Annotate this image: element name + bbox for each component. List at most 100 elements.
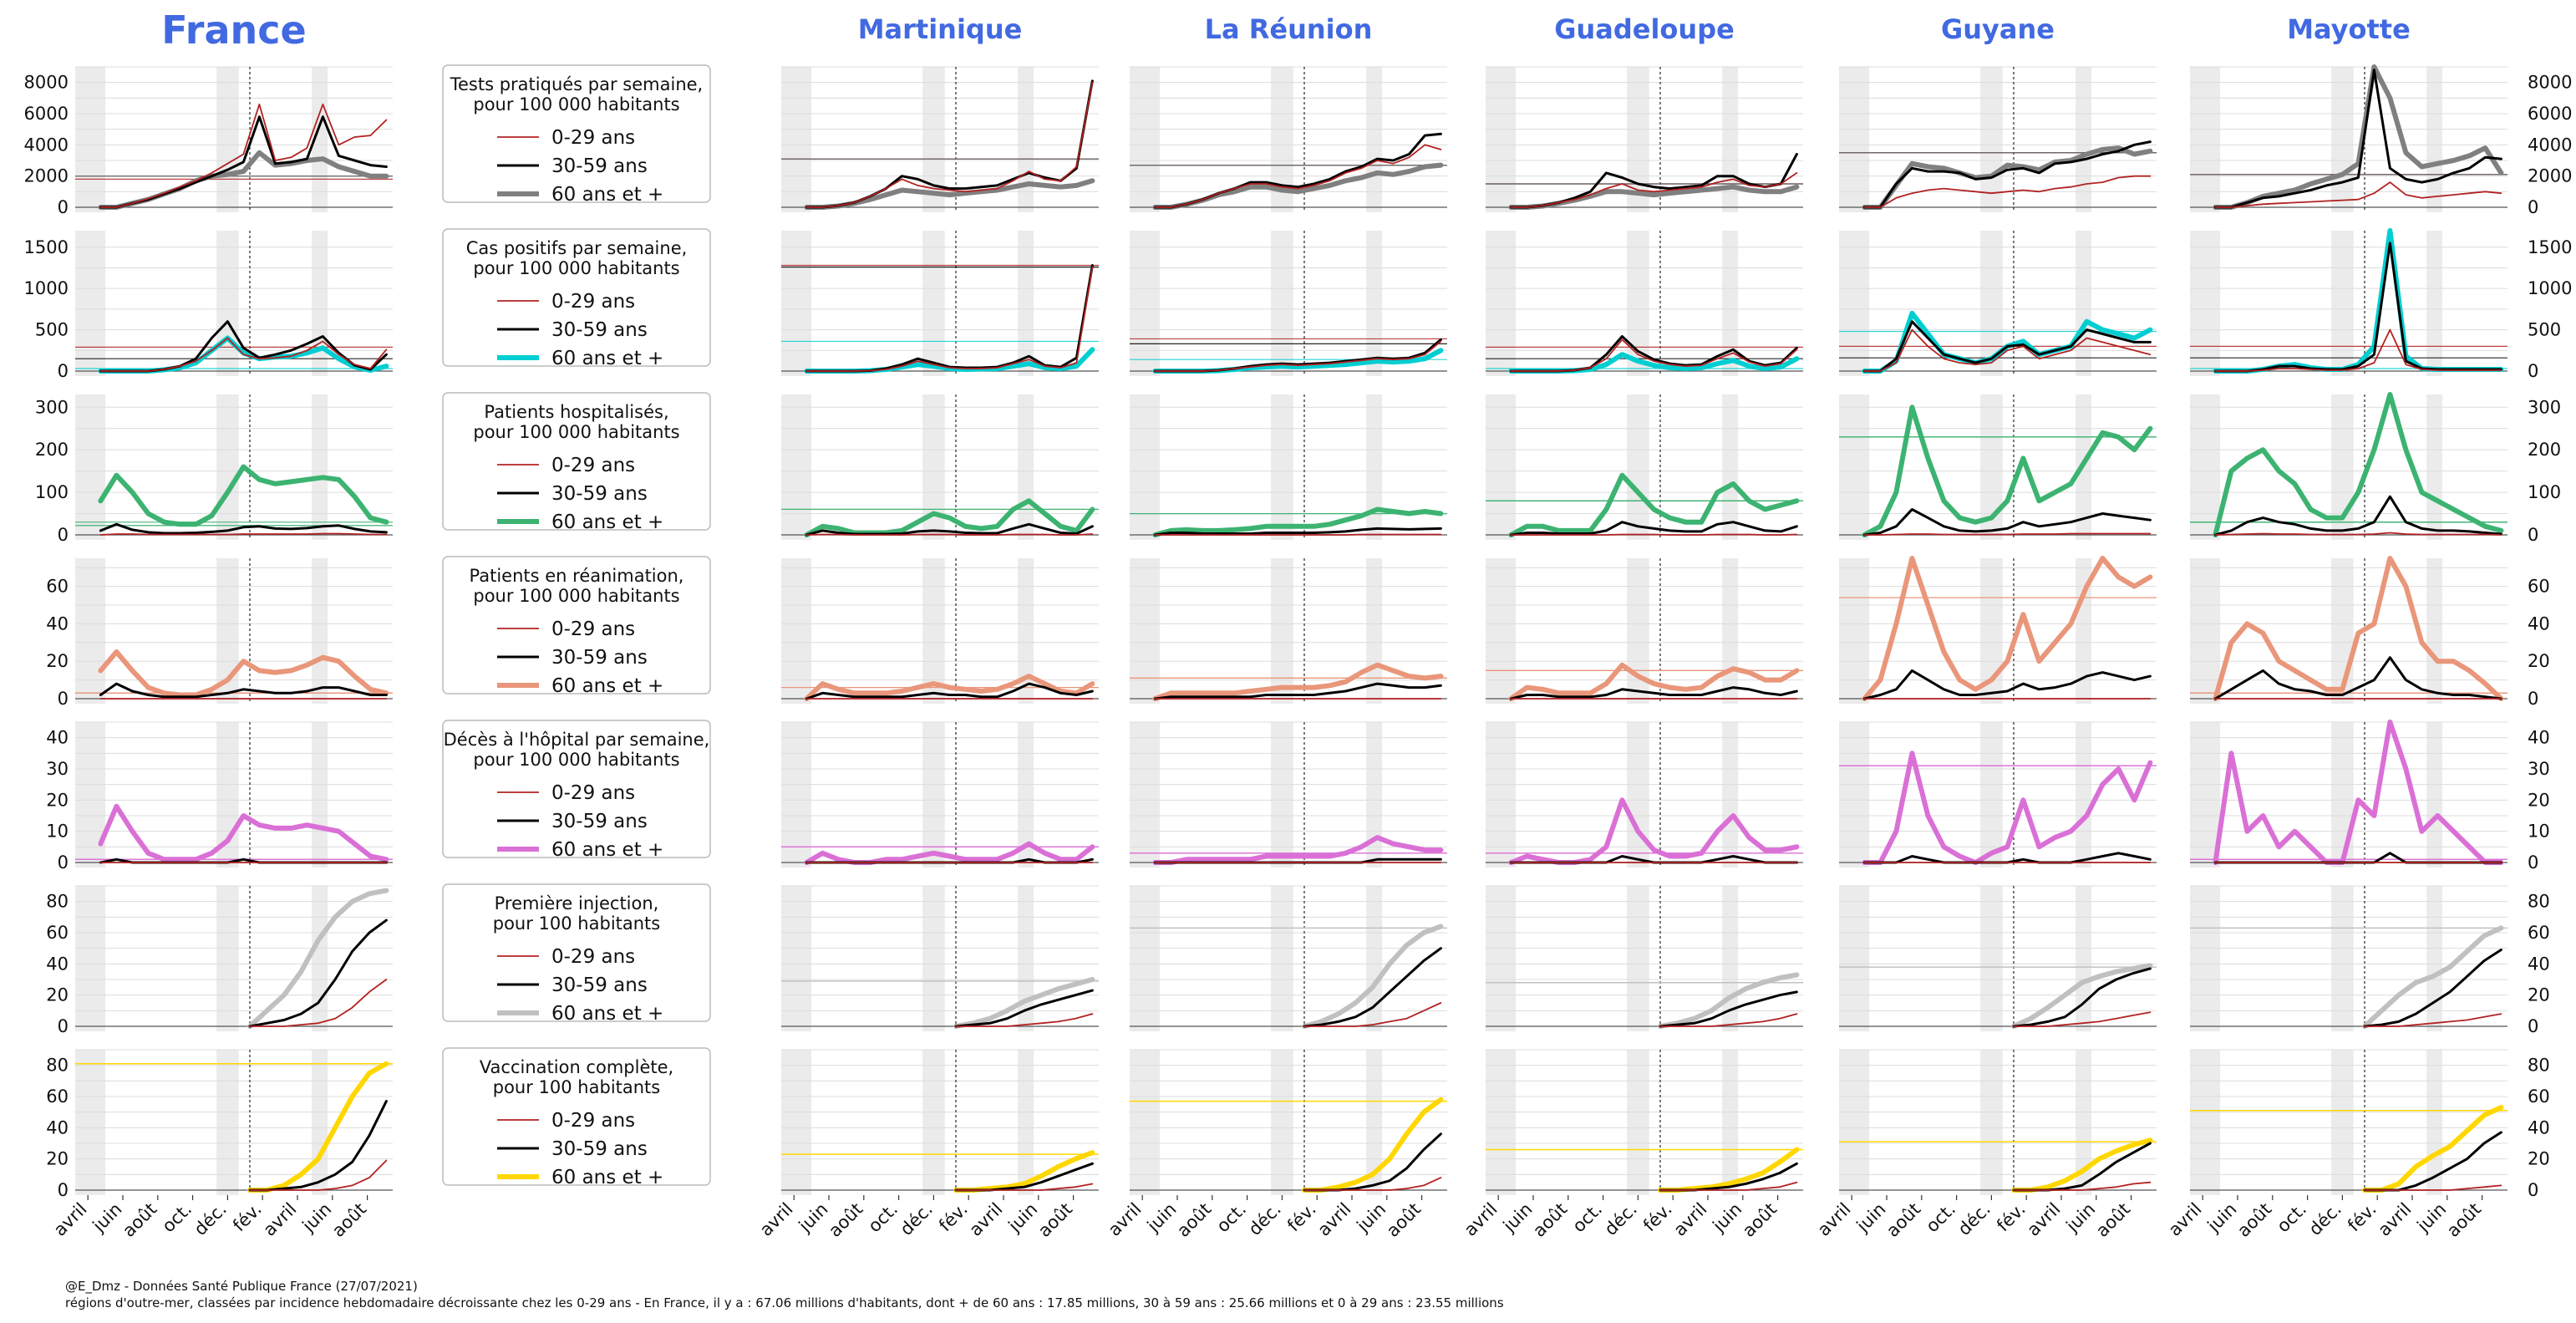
y-tick-label-left: 2000 [24,166,69,186]
y-tick-label-left: 20 [46,1149,69,1169]
legend-entry: 0-29 ans [551,782,635,804]
shade-period [2076,558,2092,704]
series-line-30-59 [1862,852,2152,864]
panel-row1-martinique [781,66,1099,212]
shade-period [2190,558,2221,704]
series-line-60-plus [1508,662,1800,701]
x-tick-label: août [119,1199,160,1241]
legend-entry: 30-59 ans [551,155,648,177]
series-line-30-59 [1862,508,2152,537]
y-tick-label-left: 200 [35,440,69,460]
series-line-30-59 [2213,852,2502,864]
series-line-60-plus [1658,972,1800,1029]
y-tick-label-left: 60 [46,577,69,597]
shade-period [312,886,328,1031]
series-line-0-29 [249,1159,388,1191]
shade-period [2190,67,2221,212]
series-line-30-59 [99,682,388,699]
y-tick-label-left: 6000 [24,104,69,124]
panel-row5-larunion [1130,721,1447,868]
legend-entry: 30-59 ans [551,319,648,341]
panel-row1-mayotte [2190,64,2507,212]
x-tick-label: déc. [897,1199,937,1239]
legend-row3: Patients hospitalisés,pour 100 000 habit… [442,392,711,533]
series-line-0-29 [1154,533,1442,536]
series-line-30-59 [1862,669,2152,700]
shade-period [1018,394,1034,540]
shade-period [1486,886,1517,1031]
series-line-0-29 [955,1013,1094,1027]
series-line-30-59 [248,918,388,1028]
shade-period [1839,722,1870,868]
shade-period [216,1050,239,1195]
y-tick-label-right: 0 [2528,197,2538,217]
series-line-0-29 [2364,1013,2502,1027]
shade-period [75,1050,106,1195]
panel-row2-mayotte [2190,228,2507,376]
y-tick-label-right: 500 [2528,320,2561,340]
shade-period [2331,67,2354,212]
x-tick-label: août [1173,1199,1215,1241]
y-tick-label-right: 200 [2528,440,2561,460]
legend-title: Première injection, [495,893,659,913]
legend-entry: 0-29 ans [551,946,635,968]
legend-title: Patients hospitalisés, [484,402,668,422]
y-tick-label-left: 0 [58,525,69,545]
shade-period [1980,722,2003,868]
series-line-60-plus [2362,1105,2504,1193]
shade-period [1366,67,1383,212]
shade-period [75,231,106,376]
series-line-30-59 [2213,69,2502,209]
series-line-30-59 [805,522,1094,537]
shade-period [1486,558,1517,704]
legend-entry: 30-59 ans [551,647,648,669]
panel-row7-mayotte [2190,1049,2507,1195]
legend-box [442,1047,711,1186]
series-line-0-29 [2013,1181,2152,1191]
shade-period [2426,558,2443,704]
y-tick-label-right: 30 [2528,759,2550,779]
y-tick-label-left: 40 [46,954,69,974]
x-tick-label: août [2092,1199,2134,1241]
y-tick-label-right: 2000 [2528,166,2572,186]
legend-entry: 60 ans et + [551,1167,663,1188]
shade-period [1271,558,1293,704]
y-tick-label-right: 300 [2528,397,2561,417]
panel-row6-guyane [1839,885,2157,1031]
panel-row3-guadeloupe [1486,394,1803,540]
y-tick-label-right: 0 [2528,525,2538,545]
series-line-0-29 [1659,1013,1798,1027]
shade-period [922,231,945,376]
shade-period [2331,231,2354,376]
legend-title: pour 100 000 habitants [473,422,679,442]
y-tick-label-right: 40 [2528,954,2550,974]
series-line-60-plus [1152,662,1444,701]
x-tick-label: avril [1669,1199,1710,1240]
y-tick-label-right: 4000 [2528,135,2572,155]
series-line-60-plus [98,464,389,527]
y-tick-label-left: 40 [46,613,69,634]
y-tick-label-right: 80 [2528,1056,2550,1076]
series-line-0-29 [249,979,388,1027]
legend-entry: 60 ans et + [551,1003,663,1025]
shade-period [1980,67,2003,212]
legend-entry: 60 ans et + [551,839,663,861]
shade-period [1839,394,1870,540]
shade-period [1486,231,1517,376]
shade-period [1271,886,1293,1031]
shade-period [1486,722,1517,868]
shade-period [1839,231,1870,376]
footer-source: @E_Dmz - Données Santé Publique France (… [65,1279,418,1294]
column-title-guyane: Guyane [1941,13,2055,45]
y-tick-label-left: 300 [35,397,69,417]
shade-period [2190,394,2221,540]
legend-row6: Première injection,pour 100 habitants 0-2… [442,883,711,1025]
x-tick-label: juin [1353,1199,1390,1237]
panel-row4-martinique [781,558,1099,704]
panel-row7-guadeloupe [1486,1049,1803,1195]
series-line-30-59 [2213,495,2502,537]
shade-period [2426,886,2443,1031]
y-tick-label-right: 80 [2528,892,2550,912]
